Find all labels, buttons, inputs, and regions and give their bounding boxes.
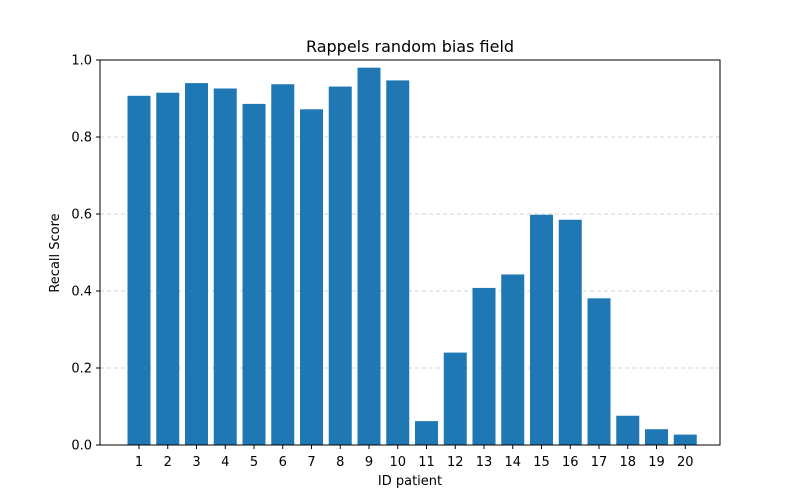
- bar-patient-4: [213, 88, 237, 446]
- x-tick-label: 4: [221, 455, 229, 470]
- x-tick-label: 1: [135, 455, 143, 470]
- bar-patient-7: [300, 109, 323, 445]
- bar-patient-5: [242, 103, 266, 445]
- x-tick-label: 17: [591, 455, 608, 470]
- x-tick-label: 15: [533, 455, 550, 470]
- y-tick-label: 0.6: [71, 208, 92, 223]
- bar-patient-6: [271, 84, 295, 445]
- bar-patient-13: [472, 287, 496, 445]
- bar-patient-10: [386, 80, 410, 445]
- x-tick-label: 6: [279, 455, 287, 470]
- x-tick-label: 20: [677, 455, 694, 470]
- bar-patient-14: [501, 274, 525, 445]
- x-tick-label: 12: [447, 455, 464, 470]
- bar-patient-15: [530, 214, 553, 445]
- bar-patient-20: [673, 434, 697, 445]
- bar-patient-18: [616, 415, 640, 445]
- x-tick-label: 19: [648, 455, 665, 470]
- x-tick-label: 18: [619, 455, 636, 470]
- bar-patient-19: [645, 429, 668, 445]
- y-tick-label: 0.0: [71, 439, 92, 454]
- y-axis-ticks: 0.0 0.2 0.4 0.6 0.8 1.0: [71, 54, 100, 454]
- x-tick-label: 7: [307, 455, 315, 470]
- x-tick-label: 9: [365, 455, 373, 470]
- bar-patient-16: [558, 219, 582, 445]
- x-tick-label: 14: [504, 455, 521, 470]
- y-tick-label: 0.8: [71, 131, 92, 146]
- y-axis-label: Recall Score: [48, 213, 63, 292]
- bar-patient-17: [587, 298, 611, 445]
- bar-patient-2: [156, 92, 180, 445]
- bar-patient-9: [357, 67, 381, 445]
- bar-patient-3: [185, 83, 208, 445]
- plot-frame: [99, 59, 721, 446]
- x-tick-label: 13: [476, 455, 493, 470]
- bar-patient-12: [443, 352, 467, 445]
- x-tick-label: 5: [250, 455, 258, 470]
- bar-patient-11: [415, 421, 438, 445]
- x-tick-label: 11: [418, 455, 435, 470]
- x-tick-label: 10: [389, 455, 406, 470]
- chart-title: Rappels random bias field: [306, 37, 514, 56]
- bar-patient-8: [328, 86, 352, 445]
- x-axis-label: ID patient: [378, 474, 442, 489]
- y-tick-label: 1.0: [71, 54, 92, 69]
- x-tick-label: 3: [192, 455, 200, 470]
- bar-patient-1: [127, 95, 151, 446]
- x-tick-label: 16: [562, 455, 579, 470]
- y-tick-label: 0.4: [71, 285, 92, 300]
- x-tick-label: 8: [336, 455, 344, 470]
- y-tick-label: 0.2: [71, 362, 92, 377]
- x-tick-label: 2: [164, 455, 172, 470]
- x-axis-ticks: 1 2 3 4 5 6 7 8 9 10 11 12 13 14 15 16 17 18 19 20: [135, 445, 694, 470]
- bars: [127, 67, 697, 446]
